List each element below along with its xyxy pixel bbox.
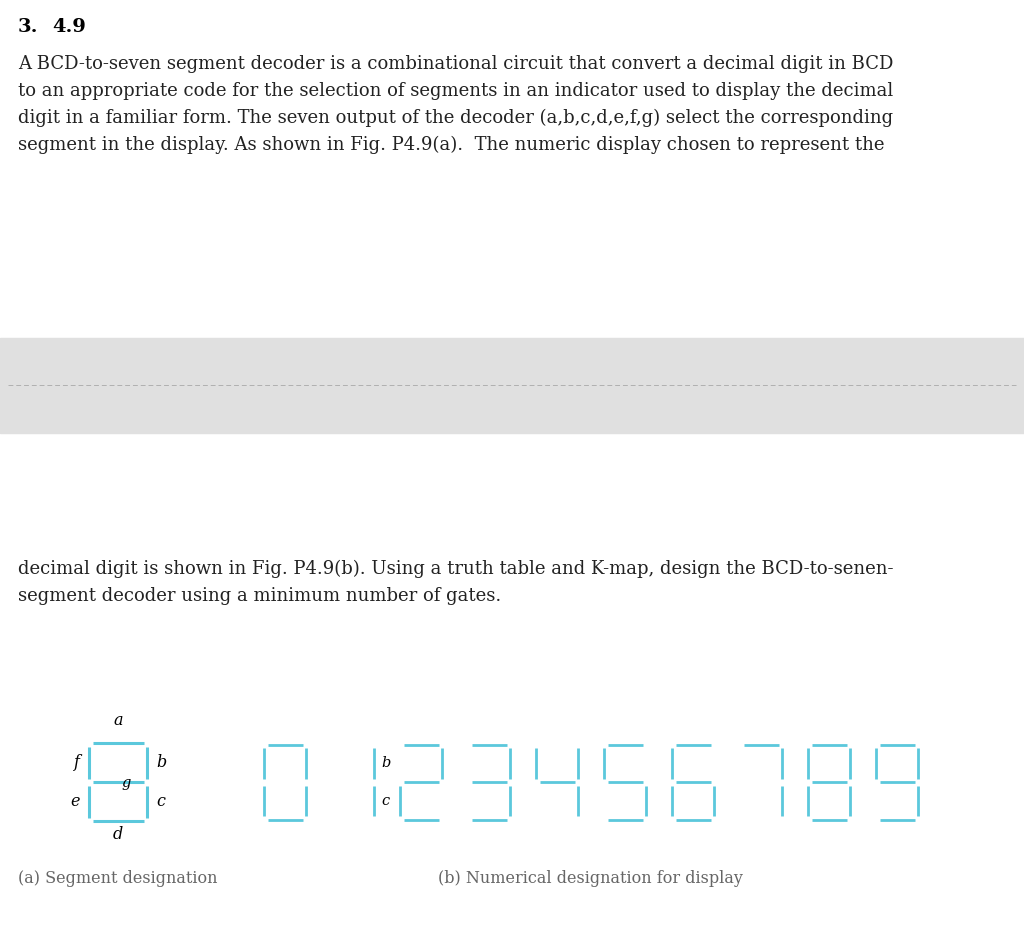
Text: 4.9: 4.9 — [52, 18, 86, 36]
Text: e: e — [71, 793, 80, 810]
Text: (a) Segment designation: (a) Segment designation — [18, 870, 218, 887]
Text: c: c — [381, 794, 389, 808]
Text: 3.: 3. — [18, 18, 39, 36]
Text: A BCD-to-seven segment decoder is a combinational circuit that convert a decimal: A BCD-to-seven segment decoder is a comb… — [18, 55, 893, 73]
Text: f: f — [74, 754, 80, 771]
Text: c: c — [156, 793, 165, 810]
Bar — [0, 338, 1024, 433]
Text: a: a — [114, 712, 123, 729]
Text: decimal digit is shown in Fig. P4.9(b). Using a truth table and K-map, design th: decimal digit is shown in Fig. P4.9(b). … — [18, 560, 894, 578]
Text: segment decoder using a minimum number of gates.: segment decoder using a minimum number o… — [18, 587, 502, 605]
Text: segment in the display. As shown in Fig. P4.9(a).  The numeric display chosen to: segment in the display. As shown in Fig.… — [18, 136, 885, 155]
Text: b: b — [156, 754, 166, 771]
Text: digit in a familiar form. The seven output of the decoder (a,b,c,d,e,f,g) select: digit in a familiar form. The seven outp… — [18, 109, 893, 128]
Text: d: d — [113, 826, 123, 843]
Text: to an appropriate code for the selection of segments in an indicator used to dis: to an appropriate code for the selection… — [18, 82, 893, 100]
Text: b: b — [381, 756, 390, 770]
Text: (b) Numerical designation for display: (b) Numerical designation for display — [437, 870, 742, 887]
Text: g: g — [121, 776, 130, 790]
